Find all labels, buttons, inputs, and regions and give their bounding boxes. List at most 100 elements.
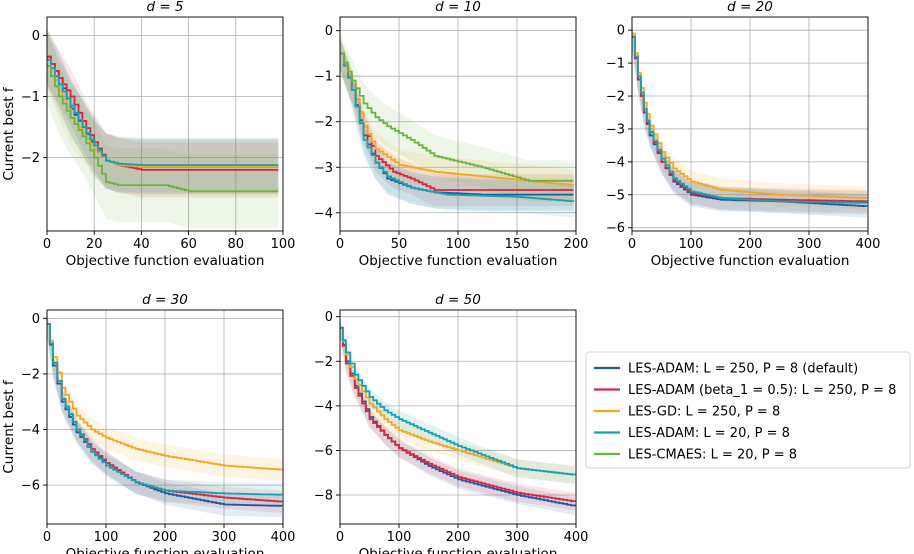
series-line: [340, 52, 575, 202]
y-tick-label: 0: [32, 29, 40, 44]
x-tick-label: 300: [212, 530, 237, 545]
legend-box: [585, 351, 911, 469]
y-axis-label: Current best f: [1, 86, 17, 180]
series-band: [340, 37, 574, 211]
y-tick-label: −4: [21, 423, 40, 438]
subplot-2: 0 50 100 150 200 0 −1 −2 −3 −4 d = 10 Objective fun…: [314, 0, 589, 269]
series-line: [47, 65, 279, 193]
series-line: [340, 326, 576, 507]
x-axis-label: Objective function evaluation: [651, 253, 850, 269]
y-tick-label: −2: [606, 90, 625, 105]
legend-entry: LES-CMAES: L = 20, P = 8: [628, 448, 797, 463]
x-tick-label: 20: [86, 237, 103, 252]
x-tick-label: 300: [505, 530, 530, 545]
y-tick-label: −4: [314, 206, 333, 221]
series-band: [47, 312, 282, 506]
x-tick-label: 100: [387, 530, 412, 545]
subplot-5: 0 100 200 300 400 0 −2 −4 −6 −8 d = 50 Objective fu…: [314, 292, 589, 554]
series-band: [47, 29, 279, 195]
x-tick-label: 100: [271, 237, 296, 252]
subplot-1: 0 20 40 60 80 100 0 −1 −2 d = 5 Objective function…: [1, 0, 295, 269]
legend-entry: LES-ADAM: L = 250, P = 8 (default): [628, 362, 858, 377]
legend: LES-ADAM: L = 250, P = 8 (default) LES-AD…: [585, 351, 911, 469]
y-tick-label: 0: [325, 24, 333, 39]
x-tick-label: 100: [94, 530, 119, 545]
legend-entry: LES-ADAM (beta_1 = 0.5): L = 250, P = 8: [628, 383, 896, 398]
y-tick-label: 0: [325, 310, 333, 325]
series-band: [632, 25, 867, 213]
y-tick-label: −8: [314, 489, 333, 504]
x-tick-label: 0: [43, 530, 51, 545]
y-tick-label: −4: [606, 155, 625, 170]
x-tick-label: 200: [446, 530, 471, 545]
x-axis-label: Objective function evaluation: [359, 253, 558, 269]
x-tick-label: 200: [153, 530, 178, 545]
x-tick-label: 150: [505, 237, 530, 252]
y-tick-label: −5: [606, 188, 625, 203]
y-tick-label: −6: [314, 444, 333, 459]
series-band: [340, 37, 574, 202]
y-tick-label: −3: [314, 161, 333, 176]
x-tick-label: 100: [446, 237, 471, 252]
series-line: [47, 58, 279, 166]
y-tick-label: −1: [314, 70, 333, 85]
series-line: [340, 52, 574, 182]
series-band: [340, 32, 574, 202]
x-tick-label: 80: [228, 237, 245, 252]
y-axis-label: Current best f: [1, 379, 17, 473]
series-line: [47, 55, 279, 171]
subplot-3: 0 100 200 300 400 0 −1 −2 −3 −4 −5 −6 d = 20 Objectiv…: [606, 0, 881, 269]
x-tick-label: 0: [628, 237, 636, 252]
y-tick-label: 0: [617, 24, 625, 39]
y-tick-label: −4: [314, 399, 333, 414]
x-tick-label: 0: [336, 237, 344, 252]
y-tick-label: −1: [606, 57, 625, 72]
y-tick-label: −3: [606, 122, 625, 137]
series-band: [47, 29, 279, 228]
subplot-title: d = 50: [435, 292, 481, 308]
series-band: [47, 32, 279, 193]
x-tick-label: 200: [564, 237, 589, 252]
x-tick-label: 60: [180, 237, 197, 252]
series-band: [632, 21, 867, 210]
x-tick-label: 50: [391, 237, 408, 252]
plot-frame: [46, 16, 284, 232]
y-tick-label: −2: [314, 115, 333, 130]
series-line: [340, 52, 574, 191]
series-band: [47, 312, 282, 481]
subplot-title: d = 10: [435, 0, 481, 15]
y-tick-label: −1: [21, 90, 40, 105]
subplot-title: d = 20: [727, 0, 773, 15]
x-axis-label: Objective function evaluation: [359, 546, 558, 554]
y-tick-label: −2: [21, 367, 40, 382]
subplot-title: d = 5: [146, 0, 183, 15]
x-tick-label: 400: [271, 530, 296, 545]
y-tick-label: −6: [21, 479, 40, 494]
series-line: [632, 35, 868, 204]
subplot-4: 0 100 200 300 400 0 −2 −4 −6 d = 30 Objective func…: [1, 292, 295, 554]
x-tick-label: 100: [679, 237, 704, 252]
x-tick-label: 40: [133, 237, 150, 252]
y-tick-label: −6: [606, 221, 625, 236]
series-band: [632, 25, 867, 215]
x-tick-label: 400: [856, 237, 881, 252]
y-tick-label: 0: [32, 312, 40, 327]
series-line: [340, 326, 576, 502]
legend-entry: LES-ADAM: L = 20, P = 8: [628, 426, 790, 441]
x-tick-label: 200: [738, 237, 763, 252]
series-line: [47, 323, 283, 507]
series-line: [632, 32, 868, 199]
series-line: [47, 323, 283, 471]
subplot-title: d = 30: [142, 292, 188, 308]
x-axis-label: Objective function evaluation: [66, 546, 265, 554]
series-band: [340, 318, 575, 511]
series-band: [632, 25, 867, 218]
x-axis-label: Objective function evaluation: [66, 253, 265, 269]
y-tick-label: −2: [314, 355, 333, 370]
x-tick-label: 0: [336, 530, 344, 545]
x-tick-label: 0: [43, 237, 51, 252]
x-tick-label: 400: [564, 530, 589, 545]
series-line: [47, 323, 283, 496]
legend-entry: LES-GD: L = 250, P = 8: [628, 405, 780, 420]
